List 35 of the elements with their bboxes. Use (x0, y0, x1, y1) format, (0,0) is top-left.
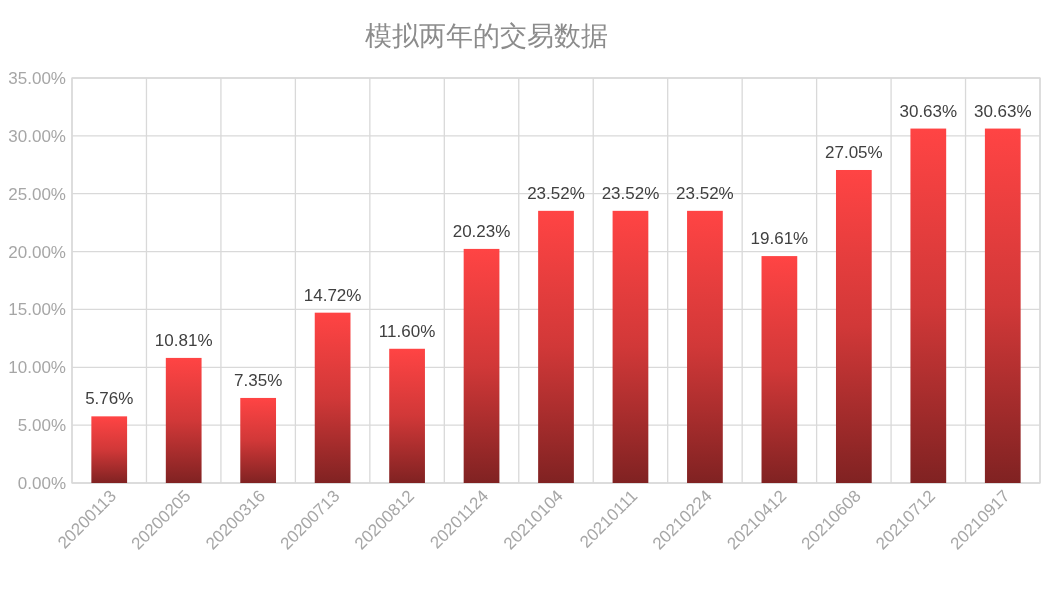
bar (165, 357, 202, 483)
y-tick-label: 25.00% (8, 184, 66, 204)
bar (761, 256, 798, 483)
data-label: 23.52% (676, 183, 734, 203)
bar (835, 169, 872, 483)
y-tick-label: 15.00% (8, 300, 66, 320)
data-label: 30.63% (899, 101, 958, 121)
bar (463, 248, 500, 483)
y-tick-label: 20.00% (8, 242, 66, 262)
bar (538, 210, 574, 483)
data-label: 30.63% (973, 101, 1032, 121)
data-label: 19.61% (750, 229, 809, 249)
data-label: 27.05% (825, 142, 883, 162)
data-label: 23.52% (601, 183, 660, 203)
data-label: 20.23% (452, 221, 511, 241)
data-label: 11.60% (378, 321, 436, 341)
bar (612, 210, 649, 483)
bar (984, 128, 1021, 483)
data-label: 7.35% (234, 370, 283, 390)
y-tick-label: 0.00% (17, 474, 66, 493)
y-tick-label: 30.00% (8, 126, 66, 146)
data-label: 14.72% (303, 285, 362, 305)
chart-title: 模拟两年的交易数据 (364, 21, 608, 51)
y-tick-label: 35.00% (8, 69, 66, 88)
bar (314, 312, 351, 483)
data-label: 10.81% (154, 330, 213, 350)
y-tick-label: 10.00% (8, 358, 66, 378)
bar (240, 397, 277, 483)
bar (91, 416, 128, 483)
bar (910, 128, 947, 483)
bar (389, 348, 425, 483)
data-label: 5.76% (85, 389, 134, 409)
y-tick-label: 5.00% (17, 416, 66, 436)
bar (687, 210, 723, 483)
data-label: 23.52% (527, 183, 585, 203)
